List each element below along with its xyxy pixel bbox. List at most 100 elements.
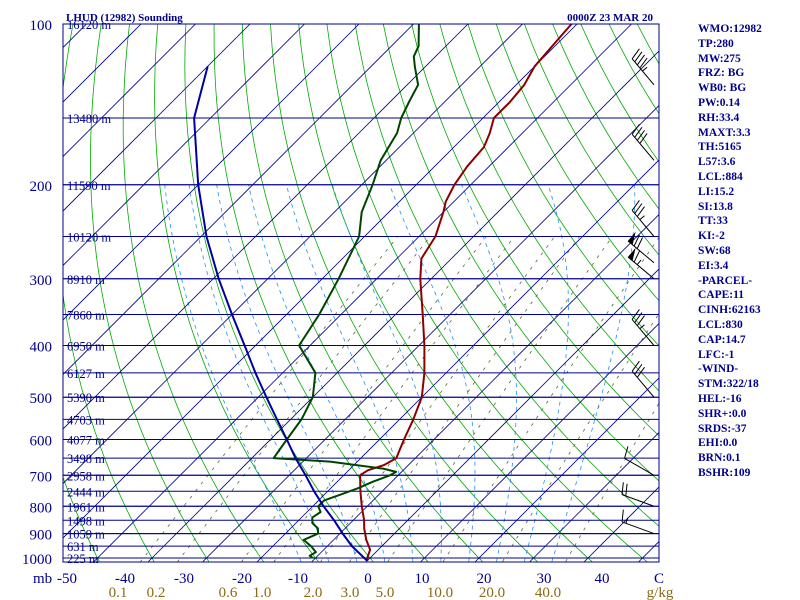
pressure-tick-label: 500: [30, 391, 53, 407]
height-label: 8910 m: [67, 273, 105, 287]
height-label: 6950 m: [67, 340, 105, 354]
wind-barb: [631, 200, 655, 237]
height-label: 1059 m: [67, 528, 105, 542]
index-line: TT:33: [698, 215, 728, 228]
height-label: 16120 m: [67, 18, 111, 32]
pressure-tick-label: 300: [30, 273, 53, 289]
height-label: 7860 m: [67, 309, 105, 323]
isotherm: [474, 377, 659, 562]
index-line: LCL:884: [698, 170, 743, 183]
dry-adiabat: [411, 24, 659, 437]
mixing-ratio-line: [348, 236, 580, 562]
height-label: 11590 m: [67, 179, 111, 193]
moist-adiabat: [551, 184, 636, 562]
pressure-unit-label: mb: [33, 571, 52, 587]
pressure-tick-label: 800: [30, 500, 53, 516]
mixing-ratio-label: 0.6: [219, 585, 238, 600]
height-label: 225 m: [67, 552, 99, 566]
dry-adiabat: [467, 24, 659, 347]
index-line: RH:33.4: [698, 111, 740, 124]
height-label: 1498 m: [67, 514, 105, 528]
temperature-tick-label: C: [654, 571, 664, 587]
isotherm: [256, 159, 659, 562]
temperature-tick-label: -20: [232, 571, 252, 587]
moist-adiabat: [164, 184, 302, 562]
grid-lines: [0, 12, 659, 571]
height-label: 1961 m: [67, 500, 105, 514]
pressure-tick-label: 900: [30, 528, 53, 544]
wind-barb: [631, 123, 655, 161]
dry-adiabat: [63, 476, 100, 562]
height-label: 5390 m: [67, 391, 105, 405]
index-line: WMO:12982: [698, 23, 762, 35]
height-label: 13480 m: [67, 112, 111, 126]
index-line: MW:275: [698, 52, 741, 65]
dry-adiabat: [439, 24, 659, 392]
wind-barb: [621, 509, 655, 535]
chart-title: LHUD (12982) Sounding: [66, 12, 183, 24]
dry-adiabat: [326, 24, 648, 562]
wind-barb: [631, 309, 655, 346]
plot-frame: [62, 23, 660, 563]
dry-adiabat: [382, 24, 659, 482]
moist-adiabat: [216, 184, 358, 562]
height-label: 4703 m: [67, 413, 105, 427]
isotherm: [63, 24, 469, 430]
moist-adiabat: [332, 184, 442, 562]
isotherm: [310, 213, 659, 562]
pressure-tick-label: 1000: [22, 552, 52, 568]
index-line: EHI:0.0: [698, 437, 738, 450]
index-line: TH:5165: [698, 141, 742, 154]
height-label: 3498 m: [67, 452, 105, 466]
mixing-ratio-line: [387, 236, 613, 562]
dry-adiabat: [354, 24, 659, 527]
height-label: 631 m: [67, 540, 99, 554]
mixing-ratio-line: [139, 236, 399, 562]
dry-adiabat: [213, 24, 429, 562]
wind-barb: [621, 482, 655, 507]
moist-adiabat: [286, 184, 414, 562]
temperature-tick-label: 10: [415, 571, 430, 587]
isotherm: [63, 24, 578, 539]
isotherm: [63, 24, 360, 321]
isotherm: [147, 50, 659, 562]
mixing-ratio-label: 0.2: [147, 585, 166, 600]
index-line: CAP:14.7: [698, 333, 746, 346]
index-line: L57:3.6: [698, 156, 736, 169]
dry-adiabat: [495, 24, 659, 302]
height-label: 2958 m: [67, 469, 105, 483]
index-line: SHR+:0.0: [698, 407, 747, 420]
index-line: SI:13.8: [698, 200, 733, 213]
height-label: 10120 m: [67, 230, 111, 244]
isotherm: [528, 431, 659, 562]
dry-adiabat: [270, 24, 539, 562]
index-line: KI:-2: [698, 230, 725, 243]
temperature-tick-label: -30: [174, 571, 194, 587]
moist-adiabat: [523, 184, 569, 562]
index-line: SRDS:-37: [698, 422, 747, 435]
temperature-tick-label: 20: [477, 571, 492, 587]
mixing-ratio-label: 2.0: [304, 585, 323, 600]
mixing-ratio-label: 40.0: [535, 585, 561, 600]
isotherm: [92, 24, 633, 562]
index-line: CAPE:11: [698, 289, 744, 302]
mixing-ratio-label: 3.0: [341, 585, 360, 600]
isotherm: [365, 268, 659, 562]
dry-adiabat: [241, 24, 484, 562]
index-line: LFC:-1: [698, 348, 735, 361]
mixing-ratio-label: 1.0: [253, 585, 272, 600]
chart-timestamp: 0000Z 23 MAR 20: [567, 12, 653, 24]
index-line: WB0: BG: [698, 82, 747, 95]
mixing-ratio-line: [319, 236, 555, 562]
isotherm: [0, 12, 44, 571]
index-line: EI:3.4: [698, 259, 729, 272]
temperature-tick-label: -40: [115, 571, 135, 587]
index-line: -WIND-: [698, 363, 739, 376]
pressure-tick-label: 400: [30, 340, 53, 356]
index-line: STM:322/18: [698, 378, 759, 391]
mixing-ratio-label: 0.1: [109, 585, 128, 600]
pressure-tick-label: 700: [30, 469, 53, 485]
pressure-tick-label: 100: [30, 18, 53, 34]
